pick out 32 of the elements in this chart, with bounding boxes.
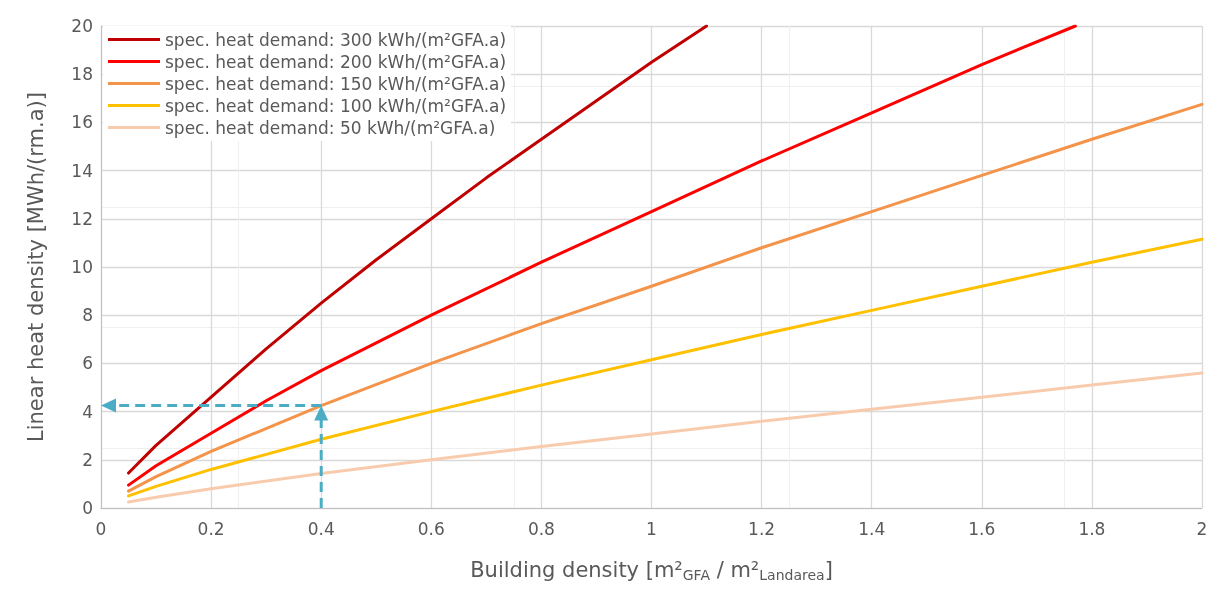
x-tick-label: 0.4 bbox=[307, 518, 335, 539]
y-tick-label: 14 bbox=[71, 160, 93, 181]
line-series bbox=[127, 24, 709, 475]
x-tick-label: 0.6 bbox=[417, 518, 445, 539]
x-tick-label: 1.2 bbox=[748, 518, 776, 539]
x-tick-label: 1.6 bbox=[968, 518, 996, 539]
x-tick-label: 0 bbox=[95, 518, 107, 539]
y-tick-label: 18 bbox=[71, 64, 93, 85]
x-tick-label: 0.2 bbox=[197, 518, 225, 539]
legend-label: spec. heat demand: 150 kWh/(m²GFA.a) bbox=[165, 73, 507, 94]
legend-label: spec. heat demand: 200 kWh/(m²GFA.a) bbox=[165, 51, 507, 72]
legend-label: spec. heat demand: 300 kWh/(m²GFA.a) bbox=[165, 29, 507, 50]
x-tick-label: 1.8 bbox=[1078, 518, 1106, 539]
y-tick-label: 20 bbox=[71, 16, 93, 36]
legend-label: spec. heat demand: 50 kWh/(m²GFA.a) bbox=[165, 117, 496, 138]
legend-label: spec. heat demand: 100 kWh/(m²GFA.a) bbox=[165, 95, 507, 116]
x-tick-label: 1.4 bbox=[858, 518, 886, 539]
x-tick-label: 0.8 bbox=[527, 518, 555, 539]
y-tick-label: 16 bbox=[71, 112, 93, 133]
line-series bbox=[127, 371, 1204, 504]
y-tick-label: 4 bbox=[82, 401, 93, 422]
y-tick-label: 12 bbox=[71, 208, 93, 229]
line-series bbox=[127, 24, 1077, 487]
line-series bbox=[127, 237, 1204, 498]
y-tick-label: 6 bbox=[82, 353, 93, 374]
x-tick-label: 1 bbox=[646, 518, 657, 539]
y-tick-label: 0 bbox=[82, 498, 93, 518]
y-tick-label: 8 bbox=[82, 305, 93, 326]
y-tick-label: 2 bbox=[82, 449, 93, 470]
y-tick-label: 10 bbox=[71, 257, 93, 277]
x-tick-label: 2 bbox=[1196, 518, 1208, 539]
y-axis-title: Linear heat density [MWh/(rm.a)] bbox=[23, 92, 48, 442]
